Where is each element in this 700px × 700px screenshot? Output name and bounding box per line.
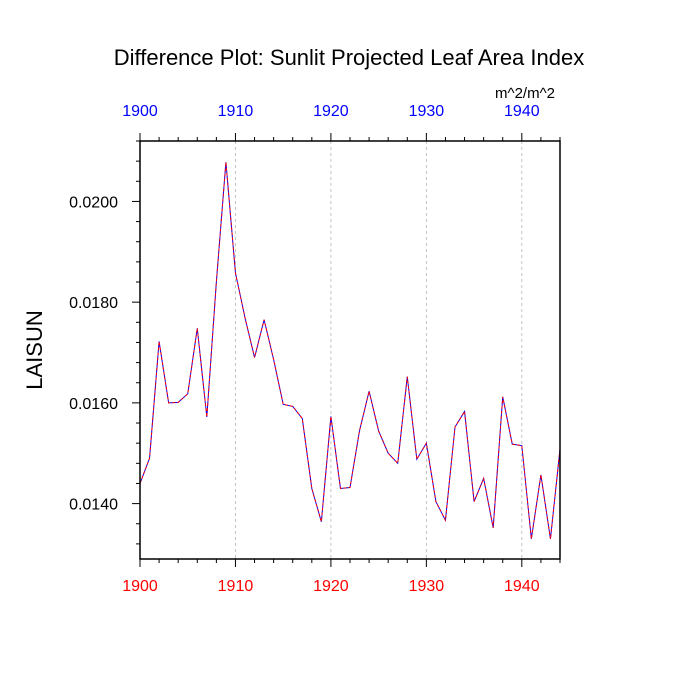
x-tick-label-bottom: 1930 [409,578,445,595]
x-tick-label-top: 1900 [122,103,158,120]
x-tick-label-top: 1930 [409,103,445,120]
x-tick-label-top: 1910 [218,103,254,120]
y-tick-label: 0.0140 [69,497,118,514]
x-tick-label-bottom: 1940 [504,578,540,595]
series-line-red [139,162,561,539]
y-tick-label: 0.0200 [69,194,118,211]
plot-frame [139,140,561,560]
x-tick-label-bottom: 1910 [218,578,254,595]
x-tick-label-bottom: 1920 [313,578,349,595]
y-tick-label: 0.0160 [69,396,118,413]
gridlines [235,141,523,559]
chart-title: Difference Plot: Sunlit Projected Leaf A… [114,45,584,70]
series-lines [139,162,561,539]
x-tick-label-bottom: 1900 [122,578,158,595]
x-tick-label-top: 1940 [504,103,540,120]
x-tick-label-top: 1920 [313,103,349,120]
units-label: m^2/m^2 [495,85,555,102]
y-axis-label: LAISUN [22,310,47,389]
axis-ticks [132,133,561,567]
series-line-blue [139,162,561,539]
tick-labels: 1900 1900 1910 1910 1920 1920 1930 1930 1940 1940… [69,103,540,595]
y-tick-label: 0.0180 [69,295,118,312]
